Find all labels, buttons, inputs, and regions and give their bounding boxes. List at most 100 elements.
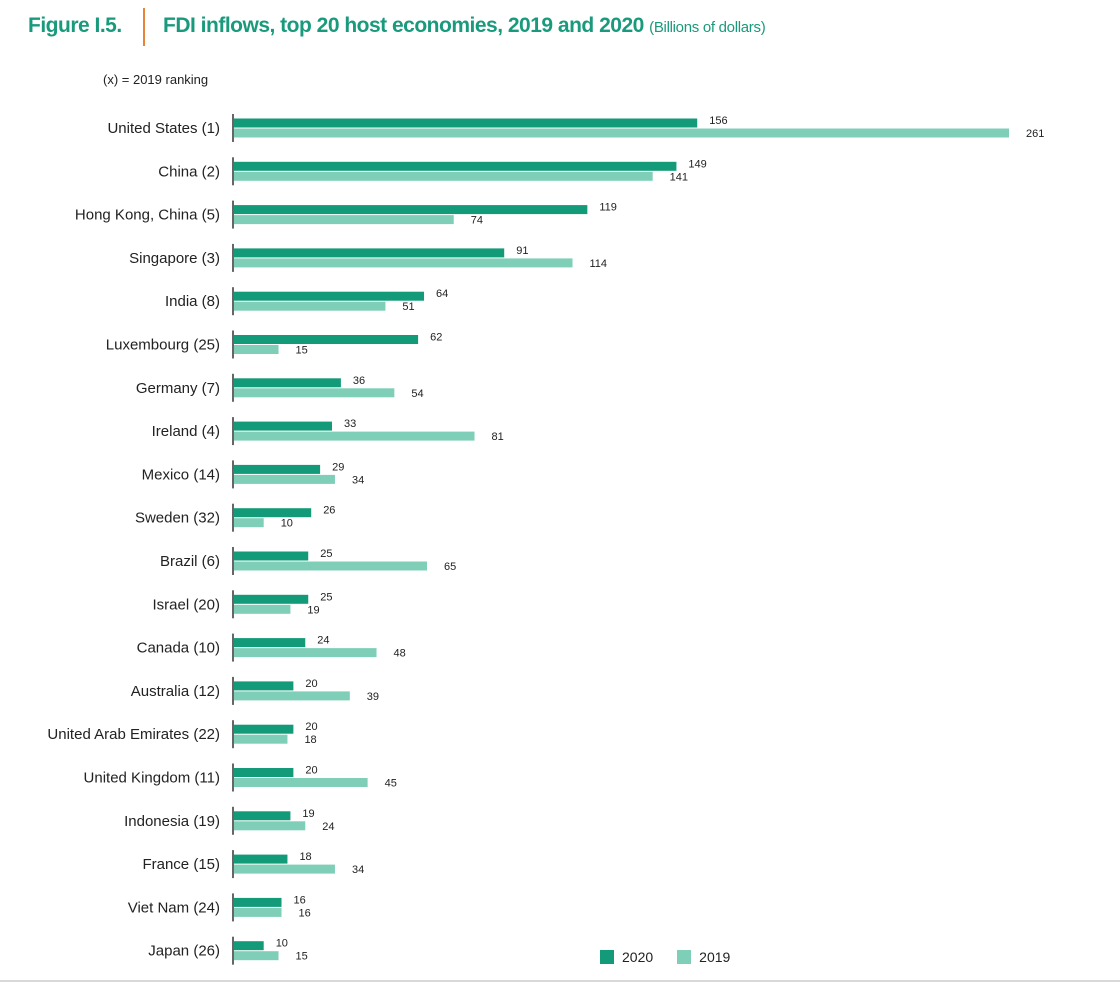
bar-2019 [234, 907, 282, 917]
bar-2020 [234, 421, 332, 431]
data-label-2020: 29 [332, 461, 344, 473]
bar-2019 [234, 561, 428, 571]
data-label-2019: 18 [304, 734, 316, 746]
category-label: China (2) [158, 163, 220, 180]
data-label-2019: 54 [411, 388, 423, 400]
bar-2019 [234, 388, 395, 398]
bar-2019 [234, 128, 1009, 138]
bar-2019 [234, 648, 377, 658]
data-label-2020: 19 [302, 808, 314, 820]
category-label: Luxembourg (25) [106, 337, 220, 354]
bar-2020 [234, 205, 588, 215]
figure-title-text: FDI inflows, top 20 host economies, 2019… [163, 14, 644, 37]
data-label-2020: 16 [294, 894, 306, 906]
bar-2020 [234, 551, 309, 561]
legend-swatch-2020 [600, 950, 614, 964]
bar-2019 [234, 258, 573, 268]
bar-2019 [234, 864, 335, 874]
legend-item-2020: 2020 [600, 949, 653, 965]
bar-2019 [234, 474, 335, 484]
data-label-2019: 10 [281, 518, 293, 530]
category-label: Australia (12) [131, 683, 220, 700]
bar-2019 [234, 215, 454, 225]
bar-2020 [234, 724, 294, 734]
bar-2020 [234, 378, 341, 388]
category-label: Ireland (4) [152, 423, 220, 440]
bar-2019 [234, 821, 306, 831]
figure-header: Figure I.5. FDI inflows, top 20 host eco… [28, 6, 1108, 46]
bar-2020 [234, 291, 425, 301]
category-label: Indonesia (19) [124, 813, 220, 830]
category-label: United Arab Emirates (22) [47, 726, 220, 743]
bar-2020 [234, 594, 309, 604]
data-label-2020: 156 [709, 115, 727, 127]
data-label-2020: 25 [320, 591, 332, 603]
data-label-2019: 24 [322, 821, 334, 833]
category-label: Viet Nam (24) [128, 899, 220, 916]
bar-2019 [234, 604, 291, 614]
category-label: Singapore (3) [129, 250, 220, 267]
legend-label-2019: 2019 [699, 949, 731, 965]
category-label: Canada (10) [137, 640, 220, 657]
data-label-2019: 15 [296, 951, 308, 963]
bar-2019 [234, 734, 288, 744]
data-label-2019: 45 [385, 778, 397, 790]
category-label: Brazil (6) [160, 553, 220, 570]
bar-2020 [234, 638, 306, 648]
bar-2019 [234, 345, 279, 354]
data-label-2020: 24 [317, 635, 329, 647]
data-label-2020: 18 [299, 851, 311, 863]
figure-unit: (Billions of dollars) [649, 19, 766, 36]
data-label-2019: 39 [367, 691, 379, 703]
category-label: United States (1) [107, 120, 220, 137]
data-label-2020: 10 [276, 938, 288, 950]
data-label-2020: 62 [430, 332, 442, 344]
bar-2020 [234, 508, 312, 518]
data-label-2019: 74 [471, 215, 483, 227]
category-label: India (8) [165, 293, 220, 310]
bar-2019 [234, 518, 264, 528]
chart-legend: 2020 2019 [600, 946, 754, 968]
bar-2019 [234, 951, 279, 961]
bottom-rule [0, 980, 1120, 982]
bar-2019 [234, 778, 368, 787]
bar-2020 [234, 897, 282, 907]
category-label: Mexico (14) [142, 466, 220, 483]
category-label: Sweden (32) [135, 510, 220, 527]
legend-label-2020: 2020 [622, 949, 654, 965]
bar-2020 [234, 248, 505, 258]
bar-2020 [234, 118, 698, 128]
data-label-2020: 20 [305, 765, 317, 777]
data-label-2019: 19 [307, 604, 319, 616]
data-label-2020: 25 [320, 548, 332, 560]
ranking-note: (x) = 2019 ranking [103, 72, 209, 87]
category-label: Hong Kong, China (5) [75, 207, 220, 224]
data-label-2020: 20 [305, 721, 317, 733]
header-divider [143, 8, 145, 46]
data-label-2019: 114 [590, 258, 608, 270]
data-label-2019: 141 [670, 171, 688, 183]
data-label-2019: 34 [352, 474, 364, 486]
figure-label: Figure I.5. [28, 14, 122, 37]
bar-2019 [234, 301, 386, 311]
legend-swatch-2019 [677, 950, 692, 964]
bar-2020 [234, 161, 677, 171]
data-label-2020: 36 [353, 375, 365, 387]
bar-2020 [234, 811, 291, 821]
figure-title: FDI inflows, top 20 host economies, 2019… [163, 14, 766, 38]
bar-2019 [234, 171, 653, 181]
data-label-2020: 91 [516, 245, 528, 257]
bar-2020 [234, 335, 419, 344]
data-label-2019: 81 [492, 431, 504, 443]
bar-2020 [234, 464, 321, 474]
legend-item-2019: 2019 [677, 949, 730, 965]
category-label: Germany (7) [136, 380, 220, 397]
category-label: Japan (26) [148, 943, 220, 960]
data-label-2019: 65 [444, 561, 456, 573]
data-label-2020: 149 [688, 158, 706, 170]
data-label-2019: 51 [402, 301, 414, 313]
data-label-2019: 16 [299, 907, 311, 919]
category-label: Israel (20) [152, 596, 220, 613]
data-label-2019: 261 [1026, 128, 1044, 140]
